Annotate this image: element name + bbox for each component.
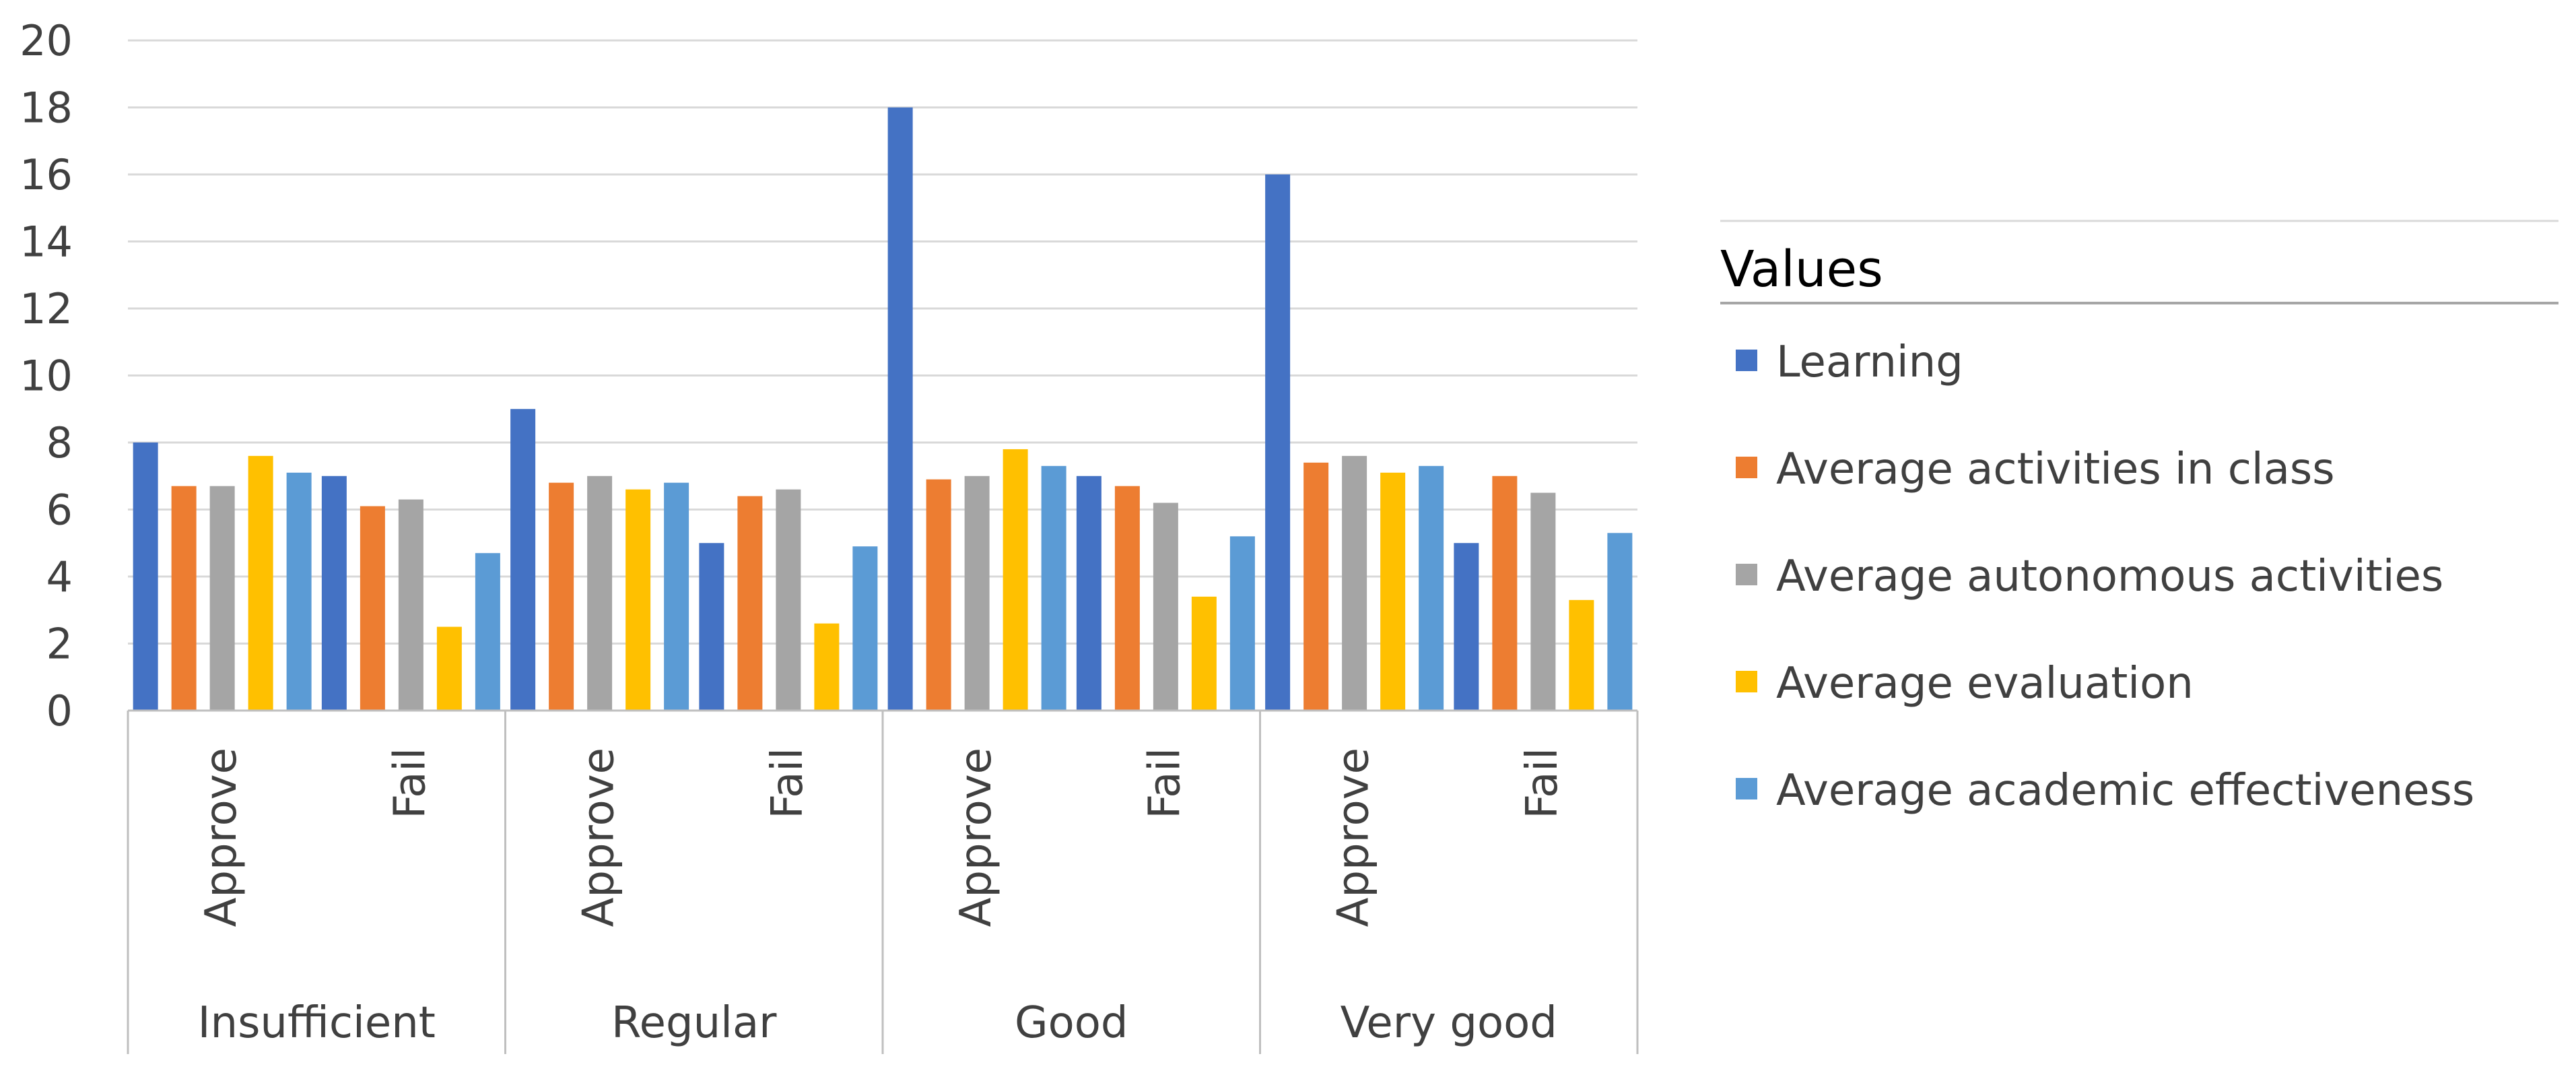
y-tick-label-2: 2 [46, 620, 73, 669]
bar-average-autonomous-activities-4 [964, 476, 990, 711]
bar-average-evaluation-7 [1569, 599, 1594, 711]
bar-average-evaluation-4 [1003, 449, 1028, 711]
bar-average-activities-in-class-0 [171, 486, 197, 711]
bar-average-autonomous-activities-2 [587, 476, 613, 711]
bar-average-evaluation-0 [248, 455, 273, 711]
legend-label-4: Average academic effectiveness [1776, 766, 2474, 816]
bar-average-activities-in-class-3 [737, 496, 763, 711]
legend-swatch-0 [1736, 350, 1757, 371]
bar-average-academic-effectiveness-5 [1229, 536, 1255, 711]
bar-average-autonomous-activities-7 [1530, 492, 1556, 711]
bar-average-activities-in-class-4 [926, 479, 951, 711]
bar-average-evaluation-3 [814, 623, 840, 711]
bar-average-academic-effectiveness-1 [475, 553, 500, 711]
x-sub-label-1: Fail [385, 748, 435, 819]
y-tick-label-18: 18 [20, 84, 73, 133]
bar-learning-0 [133, 443, 158, 711]
x-group-label-1: Regular [611, 998, 777, 1048]
x-group-label-3: Very good [1341, 998, 1557, 1048]
bar-average-academic-effectiveness-0 [286, 472, 312, 711]
bar-learning-4 [887, 107, 913, 711]
x-sub-label-0: Approve [197, 748, 246, 927]
y-tick-label-6: 6 [46, 486, 73, 535]
bar-average-activities-in-class-5 [1114, 486, 1140, 711]
y-tick-label-20: 20 [20, 16, 73, 65]
bar-average-academic-effectiveness-4 [1041, 465, 1066, 711]
legend-title: Values [1720, 240, 1883, 298]
bar-average-academic-effectiveness-6 [1419, 465, 1444, 711]
bar-average-autonomous-activities-0 [209, 486, 235, 711]
bar-average-activities-in-class-7 [1492, 476, 1518, 711]
x-group-label-2: Good [1015, 998, 1128, 1048]
x-sub-label-5: Fail [1140, 748, 1190, 819]
x-group-label-0: Insufficient [198, 998, 436, 1048]
y-tick-label-16: 16 [20, 150, 73, 199]
bar-average-activities-in-class-2 [549, 482, 574, 711]
x-sub-label-3: Fail [763, 748, 813, 819]
legend-label-2: Average autonomous activities [1776, 552, 2443, 601]
y-tick-label-14: 14 [20, 218, 73, 267]
y-tick-label-4: 4 [46, 552, 73, 601]
bar-average-academic-effectiveness-7 [1607, 533, 1633, 711]
y-tick-label-12: 12 [20, 284, 73, 333]
axes: 0 2 4 6 8 10 12 14 16 18 20 Approve Fail Approve Fail A… [20, 16, 1639, 1054]
bar-learning-2 [510, 409, 536, 711]
bar-average-autonomous-activities-1 [398, 499, 423, 711]
legend-swatch-3 [1736, 671, 1757, 692]
legend-label-3: Average evaluation [1776, 659, 2194, 709]
bar-average-academic-effectiveness-2 [664, 482, 689, 711]
legend-label-1: Average activities in class [1776, 445, 2335, 494]
legend-swatch-4 [1736, 778, 1757, 799]
legend-label-0: Learning [1776, 337, 1963, 387]
x-sub-label-2: Approve [574, 748, 624, 927]
bar-average-evaluation-2 [625, 489, 651, 711]
bar-average-activities-in-class-1 [360, 506, 385, 711]
bar-learning-3 [699, 543, 724, 711]
legend-swatch-2 [1736, 564, 1757, 585]
bar-learning-6 [1265, 174, 1291, 711]
y-tick-label-8: 8 [46, 418, 73, 467]
bar-learning-1 [321, 476, 347, 711]
bar-average-autonomous-activities-5 [1153, 502, 1178, 711]
bar-average-evaluation-6 [1380, 472, 1406, 711]
bar-average-academic-effectiveness-3 [852, 546, 878, 711]
legend: Values Learning Average activities in cla… [1720, 220, 2558, 816]
bar-learning-5 [1076, 476, 1101, 711]
bar-average-evaluation-1 [436, 626, 462, 711]
bar-average-autonomous-activities-6 [1342, 455, 1367, 711]
bars [133, 107, 1633, 711]
y-tick-label-0: 0 [46, 686, 73, 735]
bar-average-autonomous-activities-3 [776, 489, 801, 711]
y-tick-label-10: 10 [20, 352, 73, 401]
bar-average-evaluation-5 [1191, 596, 1217, 711]
legend-swatch-1 [1736, 457, 1757, 478]
gridlines [128, 39, 1637, 645]
bar-learning-7 [1454, 543, 1479, 711]
x-sub-label-6: Approve [1329, 748, 1379, 927]
x-sub-label-7: Fail [1518, 748, 1567, 819]
x-sub-label-4: Approve [951, 748, 1001, 927]
bar-average-activities-in-class-6 [1303, 462, 1329, 711]
